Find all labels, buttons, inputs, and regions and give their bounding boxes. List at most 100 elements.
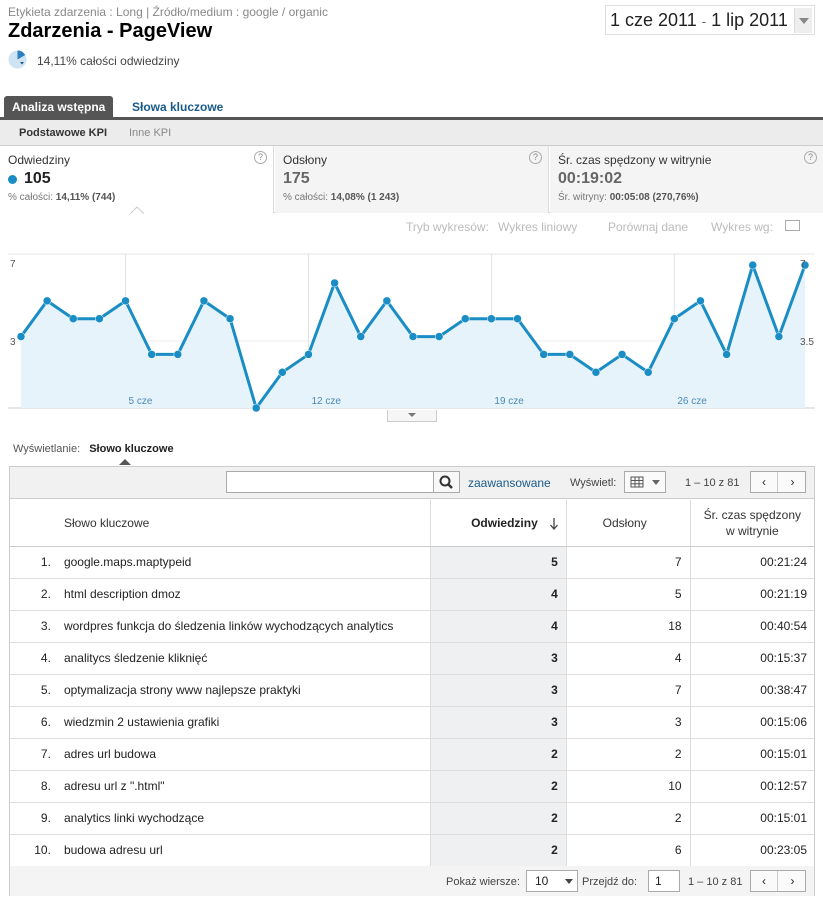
subtab-basic-kpi[interactable]: Podstawowe KPI [19,127,108,139]
chart-grid-icon[interactable] [785,220,800,231]
table-row[interactable]: 9. analytics linki wychodzące 2 2 00:15:01 [10,802,814,835]
table-row[interactable]: 4. analitycs śledzenie kliknięć 3 4 00:15:37 [10,642,814,675]
chart-mode-label: Tryb wykresów: [406,220,489,234]
row-pageviews: 7 [565,546,691,579]
chart-point[interactable] [461,314,470,323]
chart-point[interactable] [69,314,78,323]
row-pageviews: 4 [565,642,691,675]
next-page-button[interactable]: › [790,475,795,489]
table-row[interactable]: 10. budowa adresu url 2 6 00:23:05 [10,834,814,867]
row-pageviews: 5 [565,578,691,611]
compare-data-link[interactable]: Porównaj dane [608,220,689,234]
chart-point[interactable] [539,350,548,359]
help-icon[interactable]: ? [529,151,542,164]
row-keyword[interactable]: wordpres funkcja do śledzenia linków wyc… [54,610,431,643]
chart-point[interactable] [304,350,313,359]
subtab-other-kpi[interactable]: Inne KPI [129,127,172,139]
table-toolbar: zaawansowane Wyświetl: 1 – 10 z 81 ‹ › [10,467,814,499]
row-keyword[interactable]: adresu url z ".html" [54,770,431,803]
chart-point[interactable] [95,314,104,323]
kpi-time-sub: Śr. witryny: 00:05:08 (270,76%) [558,192,699,203]
kpi-pageviews[interactable]: Odsłony 175 % całości: 14,08% (1 243) ? [275,146,549,213]
kpi-visits[interactable]: Odwiedziny 105 % całości: 14,11% (744) ? [0,146,274,213]
chart-point[interactable] [487,314,496,323]
help-icon[interactable]: ? [254,151,267,164]
chart-point[interactable] [696,296,705,306]
help-icon[interactable]: ? [804,151,817,164]
visits-header[interactable]: Odwiedziny [429,500,567,547]
chart-point[interactable] [800,260,810,270]
pageviews-header[interactable]: Odsłony [565,500,691,547]
chart-point[interactable] [16,332,26,341]
chart-point[interactable] [565,350,575,359]
row-keyword[interactable]: analytics linki wychodzące [54,802,431,835]
chart-by-label[interactable]: Wykres wg: [711,220,773,234]
chevron-down-icon[interactable] [794,8,812,33]
chart-point[interactable] [774,332,784,341]
rows-per-page-label: Pokaż wiersze: [446,876,520,888]
chart-point[interactable] [356,332,365,341]
view-select[interactable] [624,471,666,493]
row-keyword[interactable]: budowa adresu url [54,834,431,867]
advanced-filter-link[interactable]: zaawansowane [468,476,551,490]
chart-point[interactable] [643,368,653,377]
table-row[interactable]: 1. google.maps.maptypeid 5 7 00:21:24 [10,546,814,579]
kpi-pageviews-value: 175 [283,170,310,187]
chart-point[interactable] [617,350,627,359]
row-keyword[interactable]: wiedzmin 2 ustawienia grafiki [54,706,431,739]
prev-page-button[interactable]: ‹ [751,472,778,492]
chart-point[interactable] [147,350,156,359]
row-visits: 4 [429,610,567,643]
chart-point[interactable] [748,260,757,270]
row-pageviews: 2 [565,802,691,835]
row-keyword[interactable]: google.maps.maptypeid [54,546,431,579]
tab-analysis[interactable]: Analiza wstępna [4,96,114,118]
chart-point[interactable] [330,278,339,288]
prev-page-button[interactable]: ‹ [751,871,778,891]
chart-point[interactable] [382,296,392,306]
row-visits: 2 [429,802,567,835]
rows-per-page-select[interactable]: 10 [526,870,578,892]
row-keyword[interactable]: html description dmoz [54,578,431,611]
chart-point[interactable] [722,350,731,359]
chart-mode-select[interactable]: Wykres liniowy [498,220,578,234]
x-tick-label: 12 cze [311,396,341,407]
chart-point[interactable] [591,368,601,377]
chart-point[interactable] [42,296,52,306]
search-input[interactable] [226,471,434,493]
chart-point[interactable] [225,314,235,323]
chart-point[interactable] [121,296,130,306]
table-row[interactable]: 7. adres url budowa 2 2 00:15:01 [10,738,814,771]
row-keyword[interactable]: analitycs śledzenie kliknięć [54,642,431,675]
chart-point[interactable] [199,296,209,306]
row-keyword[interactable]: adres url budowa [54,738,431,771]
chart-collapse-handle[interactable] [387,410,437,422]
chart-point[interactable] [670,314,679,323]
avg-time-header[interactable]: Śr. czas spędzony w witrynie [689,500,814,547]
kpi-avg-time[interactable]: Śr. czas spędzony w witrynie 00:19:02 Śr… [550,146,823,213]
next-page-button[interactable]: › [790,874,795,888]
date-range-picker[interactable]: 1 cze 2011 - 1 lip 2011 [605,5,815,35]
row-index: 10. [10,834,55,867]
chart-point[interactable] [434,332,444,341]
chart-point[interactable] [408,332,418,341]
display-value[interactable]: Słowo kluczowe [89,443,174,455]
chart-point[interactable] [278,368,287,377]
row-pageviews: 18 [565,610,691,643]
row-keyword[interactable]: optymalizacja strony www najlepsze prakt… [54,674,431,707]
kpi-time-label: Śr. czas spędzony w witrynie [558,153,712,167]
chart-point[interactable] [173,350,183,359]
search-button[interactable] [433,471,460,493]
tab-keywords[interactable]: Słowa kluczowe [132,100,224,114]
row-pageviews: 3 [565,706,691,739]
table-row[interactable]: 3. wordpres funkcja do śledzenia linków w… [10,610,814,643]
chart-point[interactable] [251,403,261,412]
table-row[interactable]: 6. wiedzmin 2 ustawienia grafiki 3 3 00:15:0… [10,706,814,739]
table-row[interactable]: 5. optymalizacja strony www najlepsze pra… [10,674,814,707]
chart-point[interactable] [513,314,522,323]
goto-page-input[interactable]: 1 [648,870,680,892]
keyword-header[interactable]: Słowo kluczowe [54,500,431,547]
table-row[interactable]: 8. adresu url z ".html" 2 10 00:12:57 [10,770,814,803]
chevron-down-icon [565,879,573,884]
table-row[interactable]: 2. html description dmoz 4 5 00:21:19 [10,578,814,611]
